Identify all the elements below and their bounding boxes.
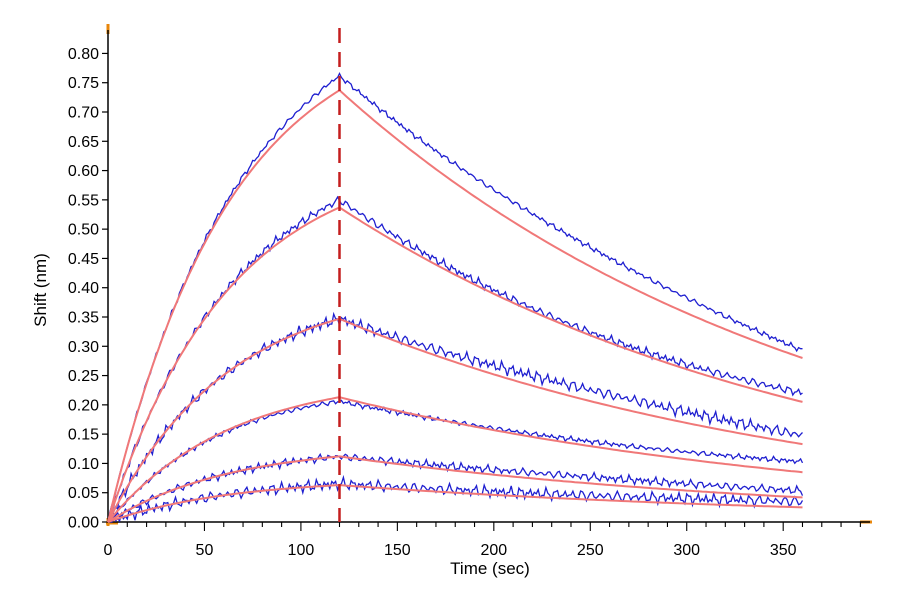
x-tick-label: 350 — [770, 542, 797, 559]
x-tick-label: 100 — [288, 542, 315, 559]
y-tick-label: 0.30 — [68, 339, 99, 356]
fitted-curve-2 — [107, 206, 803, 523]
axis-corner-markers — [106, 24, 872, 526]
x-tick-label: 300 — [673, 542, 700, 559]
y-tick-label: 0.00 — [68, 515, 99, 532]
y-tick-label: 0.80 — [68, 46, 99, 63]
fitted-curve-1 — [107, 89, 803, 523]
measured-curves — [107, 72, 804, 523]
measured-curve-6 — [108, 474, 804, 523]
y-tick-label: 0.25 — [68, 368, 99, 385]
y-tick-label: 0.75 — [68, 75, 99, 92]
y-tick-label: 0.10 — [68, 456, 99, 473]
y-tick-label: 0.60 — [68, 163, 99, 180]
x-axis-ticks: 0 50 100 150 200 250 300 350 — [104, 522, 861, 559]
y-axis-title: Shift (nm) — [31, 253, 50, 327]
fitted-curve-5 — [107, 455, 803, 523]
y-tick-label: 0.15 — [68, 427, 99, 444]
y-tick-label: 0.40 — [68, 280, 99, 297]
x-tick-label: 250 — [577, 542, 604, 559]
y-tick-label: 0.50 — [68, 222, 99, 239]
measured-curve-5 — [107, 452, 804, 523]
fitted-curve-6 — [107, 484, 803, 523]
y-tick-label: 0.70 — [68, 105, 99, 122]
x-tick-label: 150 — [384, 542, 411, 559]
x-tick-label: 50 — [196, 542, 214, 559]
measured-curve-3 — [107, 311, 803, 522]
y-tick-label: 0.20 — [68, 397, 99, 414]
axes — [107, 30, 870, 523]
fitted-curve-3 — [107, 317, 803, 523]
x-axis-title: Time (sec) — [450, 559, 530, 578]
measured-curve-1 — [107, 72, 803, 523]
y-tick-label: 0.55 — [68, 192, 99, 209]
y-axis-ticks: 0.00 0.05 0.10 0.15 0.20 0.25 0.30 0.35 0.40 0.45… — [68, 46, 108, 532]
x-tick-label: 0 — [104, 542, 113, 559]
fitted-curves — [107, 89, 803, 523]
fitted-curve-4 — [107, 396, 803, 523]
y-tick-label: 0.45 — [68, 251, 99, 268]
y-tick-label: 0.05 — [68, 485, 99, 502]
y-tick-label: 0.65 — [68, 134, 99, 151]
y-tick-label: 0.35 — [68, 310, 99, 327]
x-tick-label: 200 — [480, 542, 507, 559]
